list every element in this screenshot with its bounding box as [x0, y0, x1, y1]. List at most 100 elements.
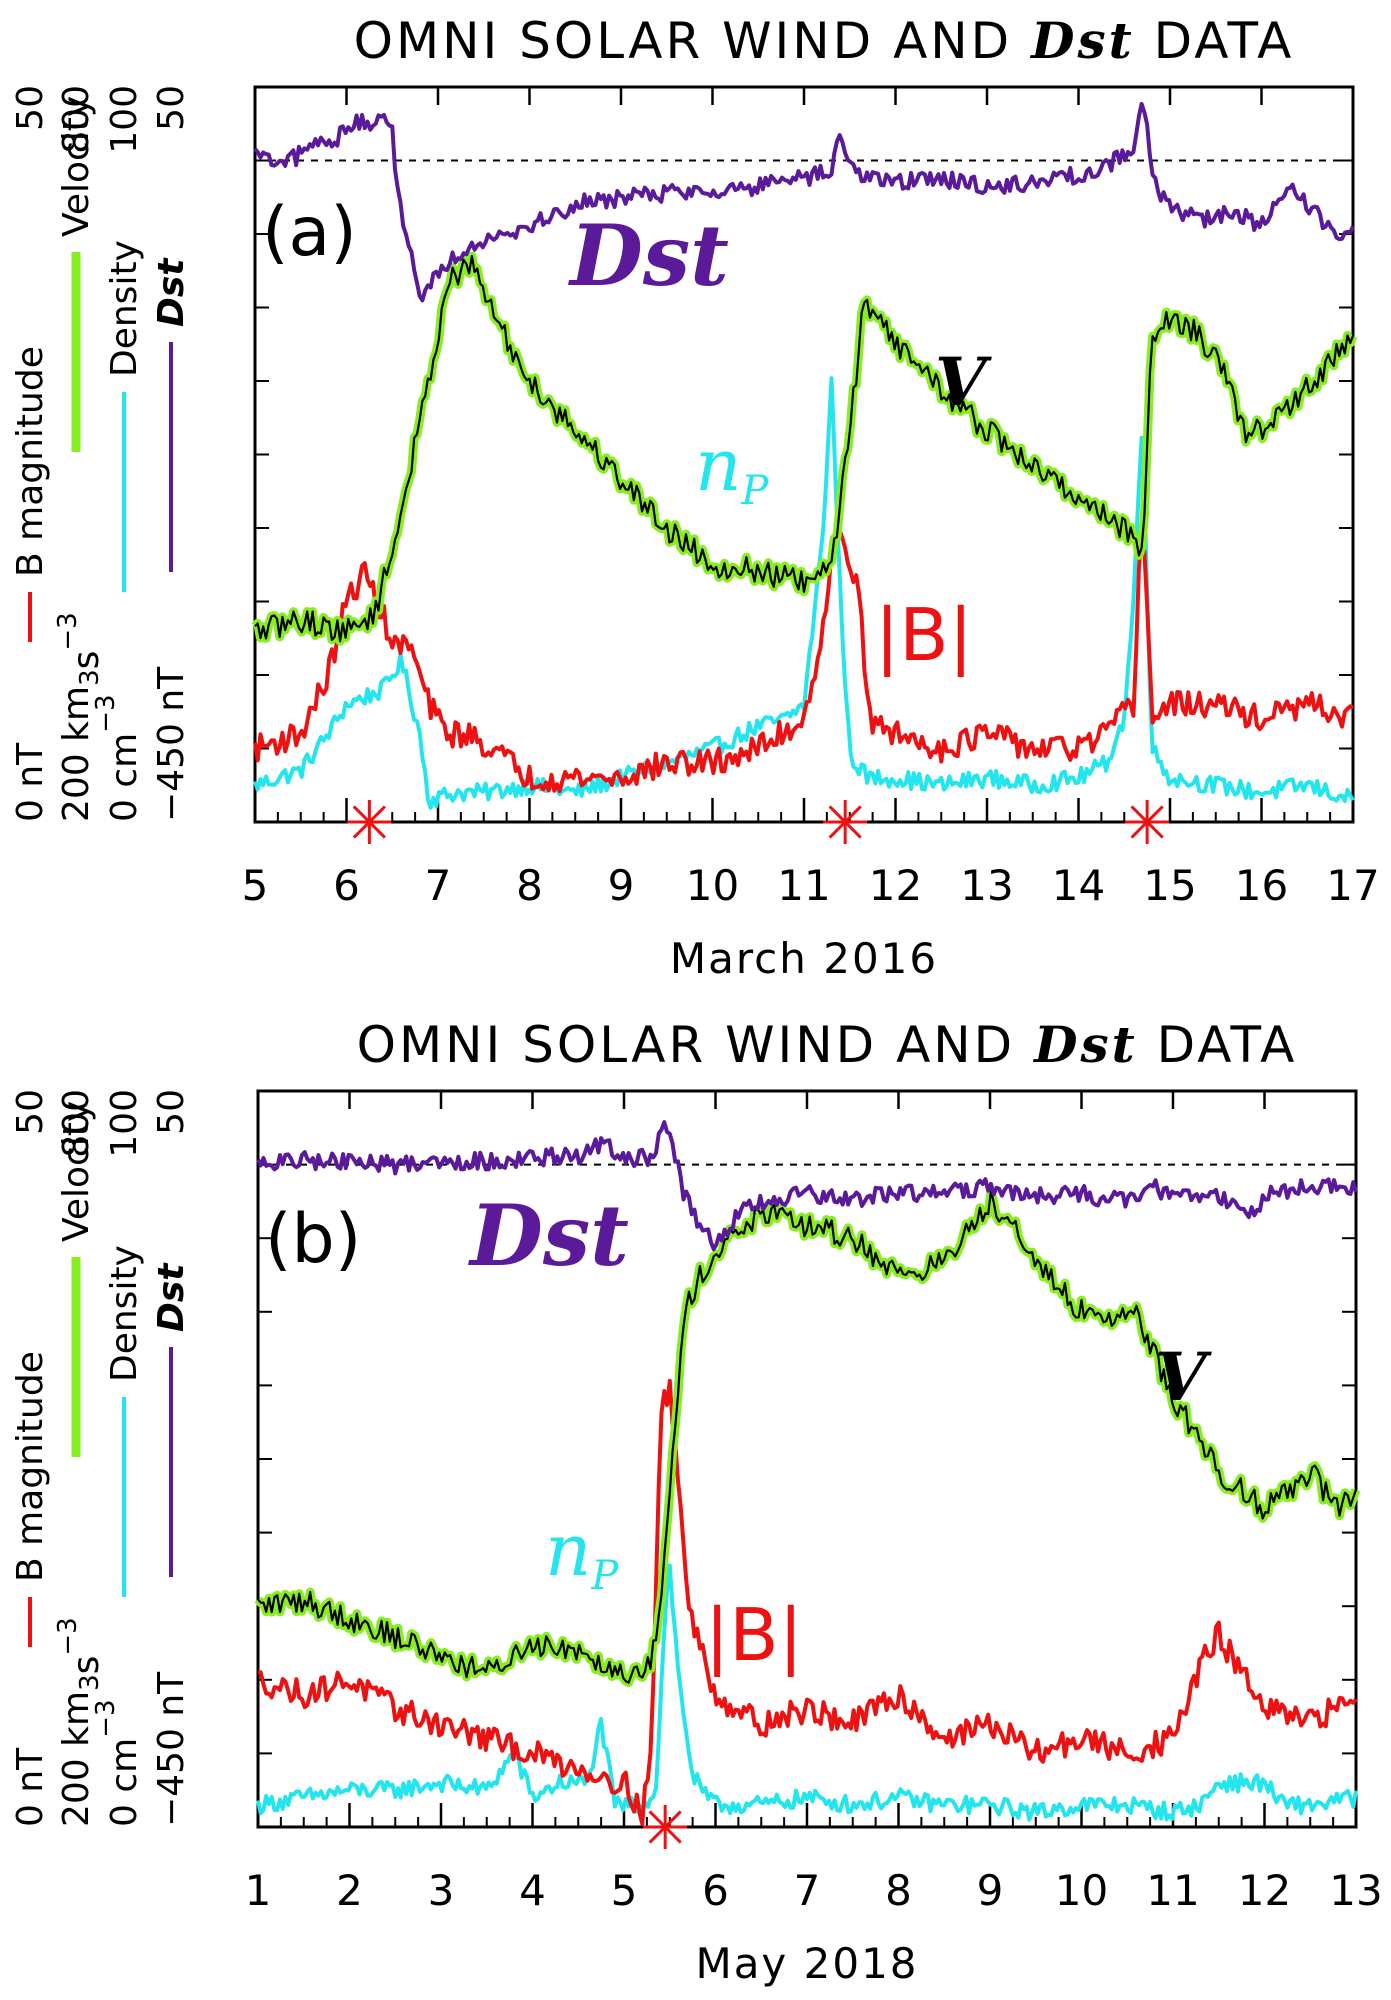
y-axis-unit-part: km	[56, 686, 97, 753]
y-axis-top-value: 50	[151, 1089, 192, 1135]
y-axis-unit-part: nT	[151, 666, 192, 723]
x-tick-label: 12	[1238, 1866, 1291, 1915]
shock-marker	[1125, 800, 1170, 844]
label-np-main: n	[695, 423, 741, 507]
x-tick-label: 11	[777, 861, 830, 910]
y-axis-top-value: 800	[56, 85, 97, 154]
y-axis-top-value: 800	[56, 1089, 97, 1158]
y-axis-unit-part: −450	[151, 723, 192, 822]
label-np: nP	[545, 1508, 619, 1599]
y-axis-text: 0 nT	[10, 742, 51, 822]
shock-marker-stroke	[648, 1810, 682, 1844]
label-dst: Dst	[468, 1186, 629, 1285]
y-axis-top-value: 100	[104, 85, 145, 154]
y-axis-text: 200 km3s−3	[53, 1617, 107, 1827]
x-tick-label: 5	[242, 861, 269, 910]
x-tick-label: 2	[336, 1866, 363, 1915]
y-axis-text: 0 cm−3	[91, 694, 145, 822]
title-part: DATA	[1138, 1016, 1298, 1074]
y-axis-text: −450 nT	[151, 1671, 192, 1827]
x-tick-label: 8	[885, 1866, 912, 1915]
label-np-sub: P	[590, 1553, 619, 1599]
x-tick-label: 6	[702, 1866, 729, 1915]
y-axis-top-value: 50	[151, 85, 192, 131]
y-axis-name: Dst	[151, 1262, 192, 1332]
y-axis-unit-part: −3	[91, 1699, 121, 1737]
series-dst-line	[256, 1120, 1358, 1252]
x-axis-label: May 2018	[695, 1939, 918, 1988]
y-axis-unit-part: cm	[104, 733, 145, 799]
y-axis-label-3: −450 nT Dst 50	[151, 1089, 192, 1827]
y-axis-unit-part: 200	[56, 753, 97, 822]
title-part: DATA	[1135, 12, 1295, 70]
x-axis-label: March 2016	[670, 934, 938, 983]
label-b: |B|	[875, 593, 973, 678]
y-axis-name: Density	[104, 240, 145, 377]
y-axis-label-2: 0 cm−3 Density 100	[91, 1089, 145, 1827]
y-axis-unit-part: 3	[75, 669, 105, 686]
label-dst: Dst	[568, 206, 729, 305]
chart-title: OMNI SOLAR WIND AND Dst DATA	[357, 1015, 1298, 1074]
y-axis-unit-part: 0	[10, 799, 51, 822]
y-axis-label-2: 0 cm−3 Density 100	[91, 85, 145, 822]
x-tick-label: 8	[516, 861, 543, 910]
shock-marker-stroke	[1130, 805, 1164, 839]
series-b-line	[253, 519, 1355, 794]
label-np: nP	[695, 423, 769, 514]
y-axis-unit-part: 200	[56, 1758, 97, 1827]
label-np-main: n	[545, 1508, 591, 1592]
x-tick-label: 9	[608, 861, 635, 910]
x-tick-label: 10	[686, 861, 739, 910]
y-axis-name: B magnitude	[10, 1351, 51, 1582]
y-axis-unit-part: −3	[91, 694, 121, 732]
series-np-line	[256, 1563, 1358, 1822]
y-axis-name: Dst	[151, 257, 192, 327]
x-tick-label: 12	[869, 861, 922, 910]
series-v-line	[254, 254, 1355, 643]
y-axis-text: 0 nT	[10, 1747, 51, 1827]
series-v-line	[257, 1190, 1358, 1684]
x-tick-label: 7	[794, 1866, 821, 1915]
x-tick-label: 15	[1143, 861, 1196, 910]
y-axis-unit-part: 0	[104, 1804, 145, 1827]
panel-label: (b)	[265, 1200, 361, 1279]
shock-marker	[643, 1805, 688, 1849]
x-tick-label: 16	[1235, 861, 1288, 910]
shock-marker-stroke	[352, 805, 386, 839]
y-axis-unit-part: −450	[151, 1728, 192, 1827]
shock-marker-stroke	[828, 805, 862, 839]
shock-marker	[823, 800, 868, 844]
shock-marker	[347, 800, 392, 844]
x-tick-label: 13	[1329, 1866, 1382, 1915]
y-axis-unit-part: 3	[75, 1674, 105, 1691]
y-axis-text: −450 nT	[151, 666, 192, 822]
x-tick-label: 7	[425, 861, 452, 910]
series-b-line	[257, 1378, 1358, 1826]
x-tick-label: 4	[519, 1866, 546, 1915]
y-axis-unit-part: 0	[104, 799, 145, 822]
y-axis-label-3: −450 nT Dst 50	[151, 85, 192, 822]
y-axis-unit-part: −3	[53, 1617, 83, 1655]
y-axis-unit-part: km	[56, 1691, 97, 1758]
x-tick-label: 6	[333, 861, 360, 910]
y-axis-name: B magnitude	[10, 346, 51, 577]
y-axis-unit-part: nT	[10, 742, 51, 799]
title-part: OMNI SOLAR WIND AND	[354, 12, 1031, 70]
y-axis-unit-part: s	[66, 1656, 107, 1675]
x-tick-label: 9	[977, 1866, 1004, 1915]
series-v-halo	[254, 1186, 1361, 1688]
title-part: Dst	[1032, 1015, 1138, 1074]
title-part: Dst	[1029, 11, 1135, 70]
series-dst-line	[253, 101, 1355, 303]
y-axis-unit-part: 0	[10, 1804, 51, 1827]
y-axis-unit-part: cm	[104, 1738, 145, 1804]
y-axis-unit-part: nT	[10, 1747, 51, 1804]
x-tick-label: 10	[1055, 1866, 1108, 1915]
y-axis-label-0: 0 nT B magnitude 50	[10, 1089, 51, 1827]
y-axis-name: Density	[104, 1245, 145, 1382]
x-tick-label: 1	[245, 1866, 272, 1915]
y-axis-top-value: 50	[10, 85, 51, 131]
y-axis-top-value: 50	[10, 1089, 51, 1135]
